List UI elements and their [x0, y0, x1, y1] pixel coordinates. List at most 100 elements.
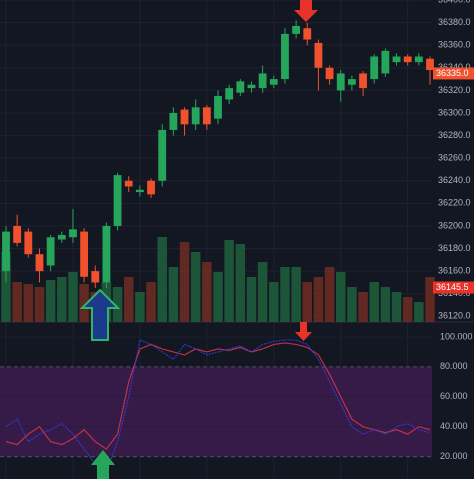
volume-bar	[425, 277, 435, 322]
y-tick-label: 36260.0	[438, 153, 471, 163]
volume-bar	[157, 237, 167, 322]
oscillator-band	[0, 366, 432, 457]
candle-body	[202, 107, 211, 125]
osc-tick-label: 60.000	[440, 391, 468, 401]
volume-bar	[291, 267, 301, 322]
volume-bar	[224, 240, 234, 322]
candle-body	[292, 25, 301, 34]
volume-bar	[269, 282, 279, 322]
y-tick-label: 36280.0	[438, 130, 471, 140]
volume-bar	[369, 282, 379, 322]
candle-body	[236, 81, 245, 93]
volume-bar	[302, 282, 313, 322]
candle-body	[113, 175, 122, 226]
candle-body	[314, 42, 323, 68]
candle-body	[336, 73, 345, 91]
candle-body	[414, 56, 423, 63]
candle-body	[370, 56, 379, 80]
volume-bar	[68, 272, 78, 322]
osc-tick-label: 40.000	[440, 421, 468, 431]
candle-body	[180, 109, 189, 125]
volume-bar	[246, 277, 257, 322]
volume-bar	[235, 244, 246, 322]
buy-arrow	[79, 288, 121, 341]
y-tick-label: 36180.0	[438, 243, 471, 253]
osc-tick-label: 80.000	[440, 361, 468, 371]
volume-bar	[23, 284, 34, 322]
volume-bar	[347, 287, 357, 322]
y-tick-label: 36400.0	[438, 0, 471, 4]
candle-body	[403, 56, 412, 63]
y-tick-label: 36380.0	[438, 17, 471, 27]
volume-bar	[324, 267, 335, 322]
price-tag-label: 36335.0	[436, 68, 469, 78]
y-tick-label: 36160.0	[438, 266, 471, 276]
candle-body	[191, 107, 200, 125]
volume-bar	[12, 282, 22, 322]
sell-arrow-small	[295, 322, 312, 341]
y-tick-label: 36340.0	[438, 62, 471, 72]
volume-bar	[280, 267, 290, 322]
volume-bar	[391, 292, 402, 322]
volume-bar	[1, 252, 11, 322]
candle-body	[13, 225, 22, 243]
osc-tick-label: 20.000	[440, 451, 468, 461]
volume-bar	[213, 272, 223, 322]
candle-body	[214, 96, 222, 119]
candle-body	[124, 180, 133, 187]
candle-body	[347, 79, 356, 85]
candle-body	[247, 84, 256, 89]
candle-body	[35, 254, 44, 272]
candle-body	[91, 271, 100, 283]
y-tick-label: 36360.0	[438, 40, 471, 50]
candle-body	[147, 180, 155, 195]
candle-body	[258, 73, 267, 89]
candle-body	[325, 67, 334, 80]
y-tick-label: 36240.0	[438, 175, 471, 185]
candle-body	[359, 73, 367, 89]
candle-body	[135, 189, 144, 193]
candle-body	[269, 79, 278, 85]
volume-bar	[79, 284, 89, 322]
candle-body	[426, 58, 434, 71]
candle-body	[158, 129, 167, 181]
candle-body	[303, 28, 312, 40]
candle-body	[392, 56, 401, 63]
candle-body	[46, 237, 55, 266]
candle-body	[69, 229, 77, 238]
y-tick-label: 36300.0	[438, 107, 471, 117]
volume-bar	[402, 297, 413, 322]
volume-bar	[112, 287, 123, 322]
volume-bar	[45, 280, 56, 322]
price-tag	[433, 281, 474, 294]
volume-bar	[146, 282, 156, 322]
candle-body	[2, 231, 10, 272]
price-tag	[433, 67, 474, 80]
y-tick-label: 36320.0	[438, 85, 471, 95]
candle-body	[57, 235, 66, 240]
candle-body	[225, 88, 234, 100]
buy-arrow-small	[91, 450, 115, 479]
volume-bar	[190, 252, 201, 322]
y-tick-label: 36200.0	[438, 220, 471, 230]
volume-bar	[34, 287, 45, 322]
volume-bar	[179, 242, 190, 322]
price-tag-label: 36145.5	[436, 282, 469, 292]
sell-arrow	[294, 0, 318, 22]
volume-bar	[335, 272, 346, 322]
volume-bar	[123, 277, 134, 322]
candle-body	[169, 112, 178, 130]
candle-body	[381, 50, 390, 74]
osc-tick-label: 100.000	[440, 331, 473, 341]
oscillator-line	[5, 342, 431, 450]
volume-bar	[257, 262, 268, 322]
volume-bar	[57, 277, 67, 322]
oscillator-line	[5, 339, 431, 473]
volume-bar	[168, 267, 179, 322]
candle-body	[80, 231, 89, 277]
y-tick-label: 36220.0	[438, 198, 471, 208]
volume-bar	[202, 262, 212, 322]
volume-bar	[414, 302, 424, 322]
volume-bar	[135, 292, 145, 322]
